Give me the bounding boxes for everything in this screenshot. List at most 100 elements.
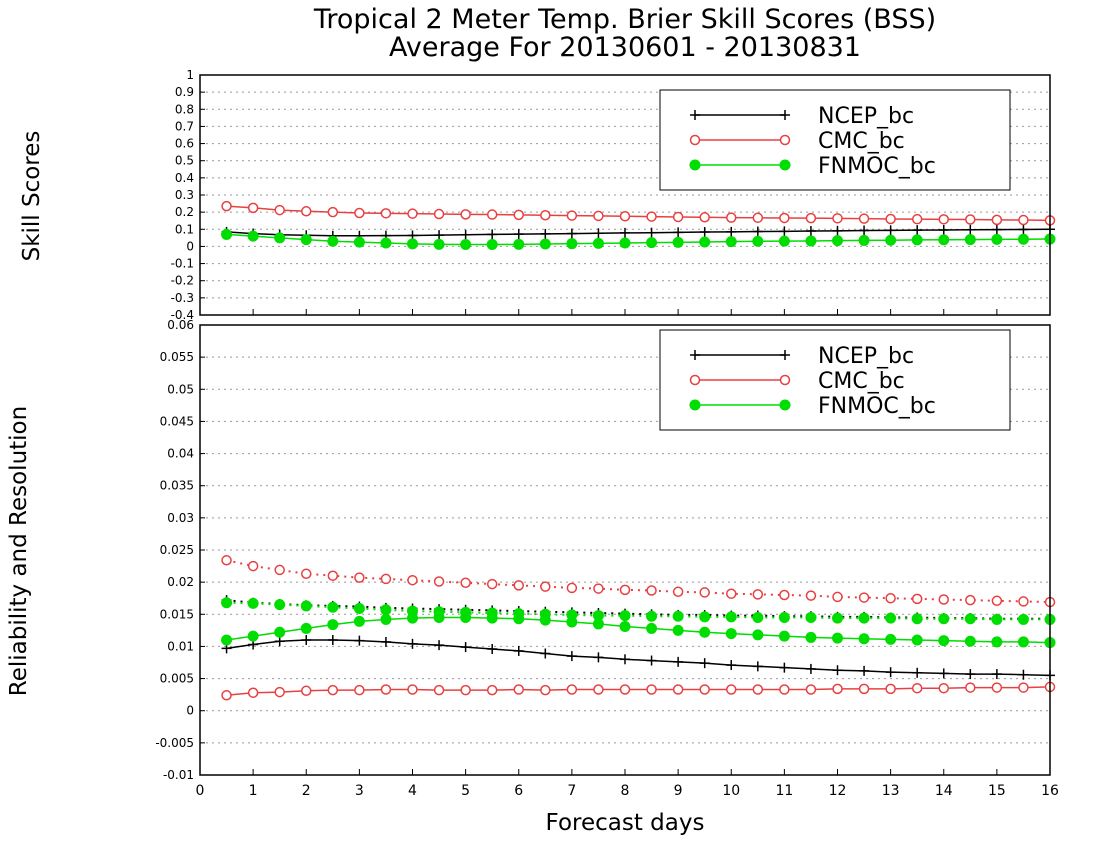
data-point-fnmoc — [885, 234, 897, 246]
legend-marker — [779, 134, 791, 146]
legend-marker — [689, 374, 701, 386]
y-tick-label: 0.035 — [160, 479, 194, 493]
data-point-cmc — [221, 200, 232, 212]
y-tick-label: 0.06 — [167, 318, 194, 332]
data-point-cmc — [672, 684, 684, 695]
data-point-cmc — [327, 684, 339, 696]
data-point-fnmoc — [938, 635, 950, 647]
data-point-cmc — [380, 573, 392, 585]
data-point-cmc — [646, 211, 657, 222]
data-point-fnmoc — [646, 237, 658, 249]
data-point-cmc — [327, 570, 339, 581]
data-point-fnmoc — [672, 236, 684, 248]
data-point-cmc — [752, 589, 764, 600]
y-tick-label: 0.02 — [167, 575, 194, 589]
data-point-fnmoc — [433, 238, 445, 250]
data-point-cmc — [699, 684, 710, 695]
data-point-cmc — [566, 684, 578, 695]
data-point-cmc — [566, 210, 578, 221]
data-point-ncep — [301, 635, 312, 645]
y-tick-label: 0.04 — [167, 447, 194, 461]
y-tick-label: 0.01 — [167, 639, 194, 653]
x-tick-label: 7 — [567, 783, 576, 799]
data-point-cmc — [274, 686, 285, 698]
data-point-ncep — [673, 656, 684, 667]
data-point-fnmoc — [486, 239, 498, 251]
data-point-fnmoc — [274, 626, 286, 638]
data-point-cmc — [540, 581, 551, 592]
data-point-ncep — [620, 654, 630, 665]
data-point-fnmoc — [778, 235, 790, 247]
data-point-cmc — [247, 202, 259, 214]
data-point-ncep — [1018, 224, 1029, 235]
data-point-cmc — [486, 684, 498, 696]
y-tick-label: 0.055 — [160, 350, 194, 364]
x-tick-label: 0 — [196, 783, 205, 799]
y-tick-label: -0.2 — [171, 274, 194, 288]
y-tick-label: 0.1 — [175, 222, 194, 236]
legend-marker — [780, 110, 790, 120]
data-point-fnmoc — [699, 626, 711, 638]
y-tick-label: 0.045 — [160, 414, 194, 428]
data-point-cmc — [832, 213, 843, 224]
data-point-ncep — [699, 658, 710, 669]
x-tick-label: 15 — [988, 783, 1006, 799]
data-point-ncep — [965, 669, 976, 680]
data-point-fnmoc — [646, 610, 658, 622]
y-tick-label: 0.6 — [175, 137, 194, 151]
data-point-ncep — [327, 635, 338, 645]
data-point-fnmoc — [327, 235, 339, 247]
data-point-cmc — [699, 212, 710, 223]
data-point-ncep — [566, 651, 577, 662]
legend-marker — [779, 159, 791, 171]
data-point-fnmoc — [353, 236, 365, 248]
data-point-cmc — [619, 211, 631, 222]
data-point-cmc — [247, 560, 259, 572]
data-point-cmc — [911, 593, 923, 605]
data-point-fnmoc — [885, 633, 897, 645]
data-point-cmc — [805, 212, 817, 224]
data-point-cmc — [911, 682, 923, 694]
y-tick-label: 0.025 — [160, 543, 194, 557]
legend-label-fnmoc: FNMOC_bc — [818, 154, 936, 179]
y-tick-label: 0.9 — [175, 85, 194, 99]
data-point-cmc — [221, 690, 232, 701]
data-point-cmc — [327, 206, 339, 218]
data-point-ncep — [513, 229, 524, 240]
data-point-cmc — [301, 568, 312, 580]
data-point-fnmoc — [380, 613, 392, 625]
data-point-fnmoc — [752, 629, 764, 641]
data-point-ncep — [699, 227, 710, 238]
data-point-cmc — [407, 574, 418, 586]
data-point-cmc — [858, 683, 870, 695]
data-point-ncep — [912, 225, 923, 236]
plot-frame — [199, 324, 1051, 776]
legend-label-ncep: NCEP_bc — [818, 344, 914, 369]
data-point-ncep — [805, 663, 816, 674]
y-tick-label: 0.8 — [175, 102, 194, 116]
data-point-ncep — [434, 640, 445, 651]
y-tick-label: -0.01 — [163, 768, 194, 782]
data-point-fnmoc — [592, 610, 604, 622]
data-point-fnmoc — [832, 235, 843, 247]
data-point-ncep — [991, 669, 1002, 680]
legend-marker — [689, 399, 701, 411]
data-point-fnmoc — [725, 611, 737, 623]
data-point-ncep — [779, 226, 790, 237]
data-point-ncep — [832, 665, 843, 676]
y-tick-label: 0.5 — [175, 154, 194, 168]
series-line-cmc — [226, 205, 1051, 222]
data-point-fnmoc — [513, 238, 525, 250]
y-tick-label: 0.015 — [160, 607, 194, 621]
data-point-ncep — [779, 662, 790, 673]
data-point-fnmoc — [964, 234, 976, 246]
x-tick-label: 3 — [355, 783, 364, 799]
data-point-cmc — [380, 208, 392, 219]
data-point-ncep — [380, 636, 391, 647]
data-point-cmc — [965, 682, 976, 693]
data-point-cmc — [858, 592, 870, 603]
data-point-cmc — [513, 684, 524, 695]
data-point-cmc — [991, 682, 1003, 693]
y-tick-label: 0.2 — [175, 205, 194, 219]
data-point-cmc — [885, 213, 896, 225]
